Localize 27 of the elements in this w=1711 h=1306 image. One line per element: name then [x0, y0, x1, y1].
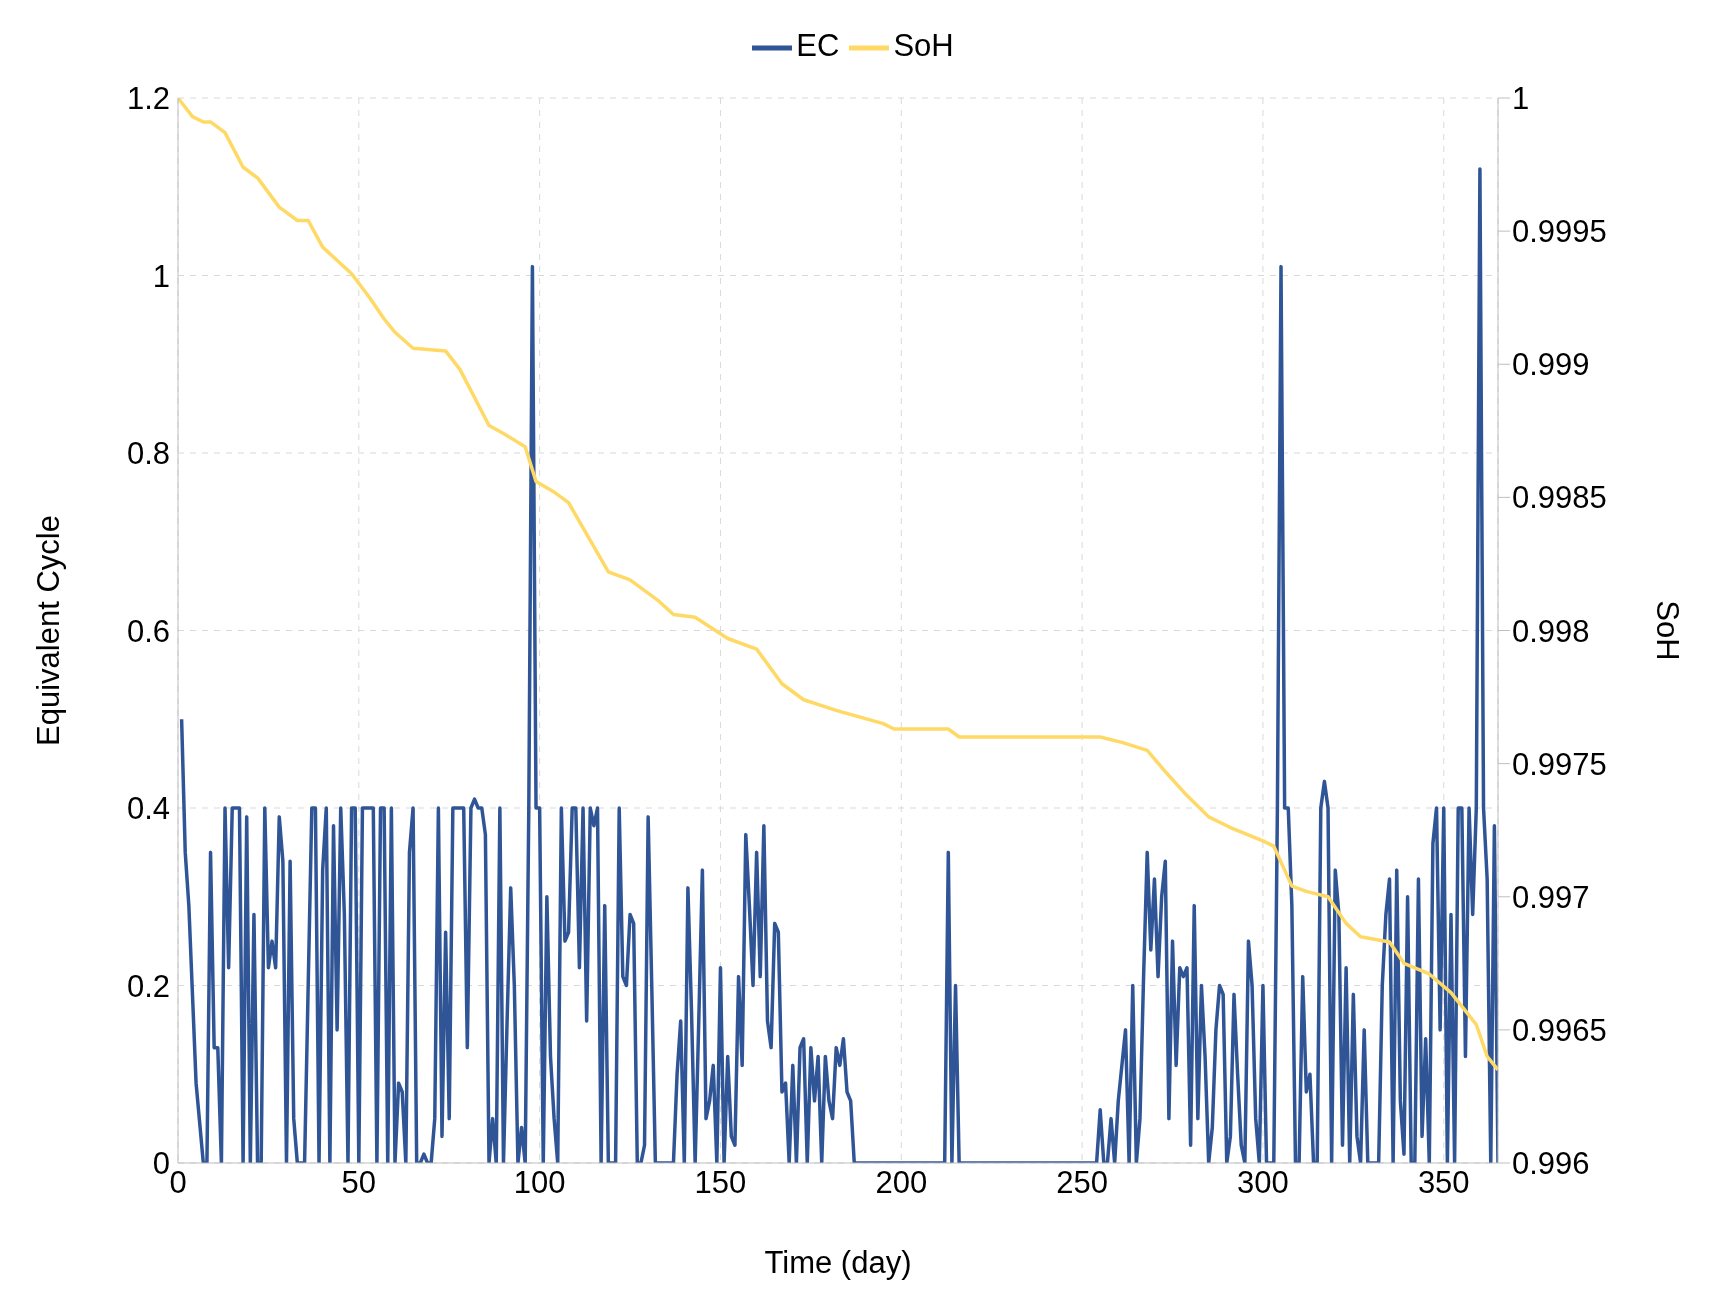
y2-tick-label: 0.997	[1512, 879, 1590, 915]
y-tick-label: 1.2	[126, 81, 170, 116]
x-tick-label: 300	[1237, 1165, 1289, 1201]
y2-tick-label: 0.9965	[1512, 1012, 1607, 1048]
y-tick-label: 0.8	[126, 436, 170, 472]
y2-tick-label: 0.999	[1512, 347, 1590, 383]
y-axis-title: Equivalent Cycle	[31, 515, 67, 746]
legend-label: EC	[796, 28, 840, 64]
x-tick-label: 200	[875, 1165, 928, 1201]
y-tick-label: 0.2	[126, 968, 170, 1004]
y2-tick-label: 1	[1512, 81, 1530, 116]
y-tick-label: 1	[152, 258, 170, 294]
y-tick-label: 0.6	[126, 613, 170, 649]
y2-tick-label: 0.9985	[1512, 480, 1607, 516]
x-tick-label: 100	[513, 1165, 566, 1201]
x-axis-title: Time (day)	[764, 1245, 912, 1280]
x-tick-label: 150	[694, 1165, 747, 1201]
y2-tick-label: 0.996	[1512, 1146, 1590, 1182]
y2-tick-label: 0.9995	[1512, 214, 1607, 250]
x-tick-label: 350	[1417, 1165, 1470, 1201]
y2-axis-title: SoH	[1649, 600, 1685, 661]
x-tick-label: 50	[341, 1165, 377, 1201]
y2-tick-label: 0.9975	[1512, 746, 1607, 782]
y-tick-label: 0.4	[126, 791, 170, 827]
x-tick-label: 250	[1056, 1165, 1108, 1201]
legend-label: SoH	[893, 28, 954, 64]
y2-tick-label: 0.998	[1512, 613, 1590, 649]
